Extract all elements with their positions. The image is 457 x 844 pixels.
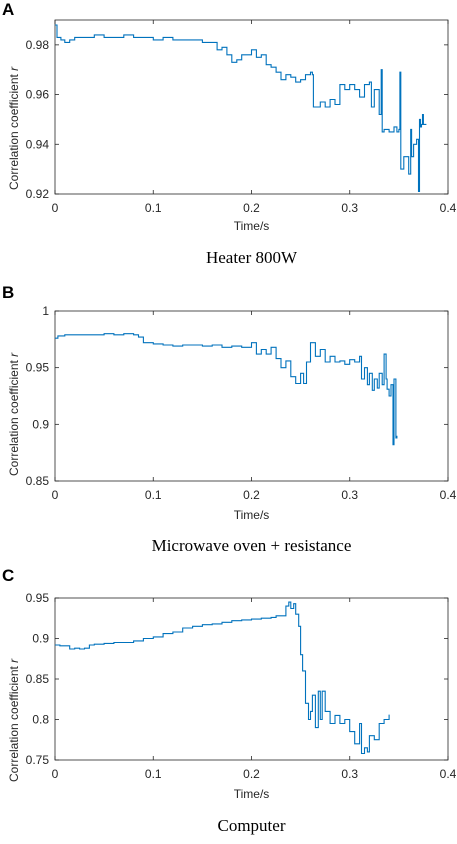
x-tick-label: 0.3 xyxy=(341,767,358,781)
line-chart-a: 0 0.1 0.2 0.3 0.4 0.92 0.94 0.96 0.98 xyxy=(26,19,457,215)
x-tick-label: 0 xyxy=(52,488,59,502)
series-line xyxy=(55,24,427,193)
x-tick-label: 0.1 xyxy=(145,767,162,781)
x-tick-label: 0.2 xyxy=(243,201,260,215)
x-tick-label: 0.1 xyxy=(145,488,162,502)
x-tick-label: 0.4 xyxy=(440,201,457,215)
panel-label: C xyxy=(2,566,15,585)
axes-box xyxy=(54,597,449,761)
y-tick-label: 0.85 xyxy=(26,672,50,686)
y-tick-label: 0.96 xyxy=(26,88,50,102)
x-tick-label: 0 xyxy=(52,201,59,215)
chart-panel-b: B Correlation coefficient r 0 0.1 0.2 0.3 0.… xyxy=(0,281,457,562)
axes-box xyxy=(54,19,449,195)
y-tick-label: 1 xyxy=(42,304,49,318)
series-line xyxy=(55,601,390,755)
y-tick-label: 0.75 xyxy=(26,753,50,767)
panel-caption: Microwave oven + resistance xyxy=(151,536,352,555)
x-tick-label: 0.2 xyxy=(243,767,260,781)
chart-panel-c: C Correlation coefficient r 0 0.1 0.2 0.3 0.… xyxy=(0,562,457,843)
x-axis-label: Time/s xyxy=(233,508,270,522)
y-tick-label: 0.92 xyxy=(26,187,50,201)
x-axis-label: Time/s xyxy=(233,787,270,801)
y-tick-label: 0.95 xyxy=(26,361,50,375)
y-tick-label: 0.95 xyxy=(26,591,50,605)
chart-panel-a: A Correlation coefficient r 0 0.1 0.2 0.3 0.… xyxy=(0,0,457,281)
panel-caption: Computer xyxy=(217,816,286,835)
x-tick-label: 0 xyxy=(52,767,59,781)
x-tick-label: 0.4 xyxy=(440,767,457,781)
panel-label: A xyxy=(2,0,15,19)
panel-label: B xyxy=(2,283,15,302)
series-line xyxy=(55,333,398,446)
x-axis-label: Time/s xyxy=(233,219,270,233)
x-tick-label: 0.3 xyxy=(341,201,358,215)
x-tick-label: 0.1 xyxy=(145,201,162,215)
y-tick-label: 0.98 xyxy=(26,38,50,52)
y-tick-label: 0.94 xyxy=(26,137,50,151)
y-tick-label: 0.9 xyxy=(32,632,49,646)
line-chart-c: 0 0.1 0.2 0.3 0.4 0.75 0.8 0.85 0.9 0.95 xyxy=(26,591,457,781)
line-chart-b: 0 0.1 0.2 0.3 0.4 0.85 0.9 0.95 1 xyxy=(26,304,457,502)
y-tick-label: 0.8 xyxy=(32,713,49,727)
panel-caption: Heater 800W xyxy=(205,248,298,267)
y-tick-label: 0.85 xyxy=(26,474,50,488)
x-tick-label: 0.4 xyxy=(440,488,457,502)
x-tick-label: 0.3 xyxy=(341,488,358,502)
x-tick-label: 0.2 xyxy=(243,488,260,502)
y-tick-label: 0.9 xyxy=(32,417,49,431)
